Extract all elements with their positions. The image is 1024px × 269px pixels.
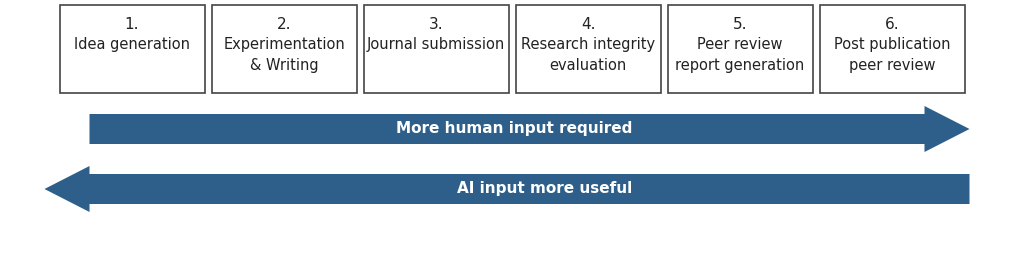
Text: AI input more useful: AI input more useful	[457, 182, 632, 196]
Text: 5.: 5.	[733, 17, 748, 32]
Text: evaluation: evaluation	[549, 58, 627, 73]
Text: More human input required: More human input required	[396, 122, 633, 136]
Bar	[59, 5, 205, 93]
Text: peer review: peer review	[849, 58, 935, 73]
Text: Idea generation: Idea generation	[74, 37, 190, 52]
Text: 3.: 3.	[429, 17, 443, 32]
Polygon shape	[44, 166, 970, 212]
Polygon shape	[89, 106, 970, 152]
Text: 2.: 2.	[276, 17, 291, 32]
Text: Experimentation: Experimentation	[223, 37, 345, 52]
Bar	[515, 5, 660, 93]
Text: Journal submission: Journal submission	[367, 37, 505, 52]
Bar	[364, 5, 509, 93]
Text: Post publication: Post publication	[834, 37, 950, 52]
Text: Peer review: Peer review	[697, 37, 782, 52]
Text: 4.: 4.	[581, 17, 595, 32]
Text: Research integrity: Research integrity	[521, 37, 655, 52]
Bar	[819, 5, 965, 93]
Bar	[212, 5, 356, 93]
Text: 6.: 6.	[885, 17, 899, 32]
Text: report generation: report generation	[676, 58, 805, 73]
Text: 1.: 1.	[125, 17, 139, 32]
Text: & Writing: & Writing	[250, 58, 318, 73]
Bar	[668, 5, 812, 93]
